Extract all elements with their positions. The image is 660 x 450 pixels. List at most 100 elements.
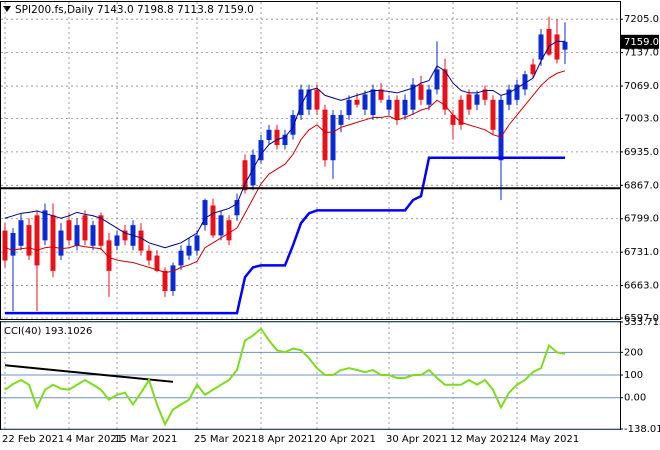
candle-body bbox=[114, 235, 120, 246]
candle-body bbox=[370, 89, 376, 116]
indicator-line bbox=[4, 70, 566, 273]
trend-line bbox=[4, 364, 174, 383]
y-tick-label: 100 bbox=[624, 370, 643, 381]
candle-body bbox=[186, 245, 192, 256]
candle-body bbox=[458, 99, 464, 125]
candle-body bbox=[146, 250, 152, 261]
y-tick-label: 7205.0 bbox=[624, 14, 659, 25]
candle-body bbox=[482, 89, 488, 100]
candle-body bbox=[474, 94, 480, 105]
candle-body bbox=[330, 115, 336, 161]
y-tick-label: 6799.0 bbox=[624, 214, 659, 225]
candle-body bbox=[98, 215, 104, 246]
x-tick-label: 22 Feb 2021 bbox=[2, 434, 64, 445]
candle-body bbox=[418, 84, 424, 100]
y-tick-label: 7069.0 bbox=[624, 81, 659, 92]
y-tick-label: 6663.0 bbox=[624, 281, 659, 292]
candle-body bbox=[266, 129, 272, 141]
candle-body bbox=[354, 99, 360, 105]
cci-line bbox=[4, 327, 566, 427]
last-price-box bbox=[621, 34, 659, 49]
y-tick-label: 7137.0 bbox=[624, 48, 659, 59]
candle-body bbox=[226, 220, 232, 241]
candle-body bbox=[322, 109, 328, 161]
candle-body bbox=[514, 84, 520, 100]
last-price-label: 7159.0 bbox=[624, 37, 659, 48]
candle-body bbox=[346, 99, 352, 116]
indicator-title: CCI(40) 193.1026 bbox=[4, 326, 92, 337]
y-tick-label: 200 bbox=[624, 347, 643, 358]
chart-title: SPI200.fs,Daily 7143.0 7198.8 7113.8 715… bbox=[15, 4, 254, 16]
candle-body bbox=[82, 215, 88, 241]
candle-body bbox=[258, 140, 264, 161]
candle-body bbox=[338, 115, 344, 125]
x-tick-label: 25 Mar 2021 bbox=[194, 434, 257, 445]
x-tick-label: 24 May 2021 bbox=[514, 434, 579, 445]
x-tick-label: 15 Mar 2021 bbox=[114, 434, 177, 445]
candle-body bbox=[378, 89, 384, 100]
candle-body bbox=[50, 215, 56, 271]
candle-body bbox=[554, 34, 560, 60]
candle-body bbox=[450, 115, 456, 125]
candle-body bbox=[386, 99, 392, 110]
x-tick-label: 8 Apr 2021 bbox=[258, 434, 313, 445]
candle-body bbox=[490, 99, 496, 130]
candle-body bbox=[218, 215, 224, 236]
y-tick-label: 333.7135 bbox=[624, 317, 660, 328]
x-tick-label: 4 Mar 2021 bbox=[66, 434, 123, 445]
y-tick-label: 6867.0 bbox=[624, 180, 659, 191]
candle-body bbox=[498, 99, 504, 161]
x-tick-label: 12 May 2021 bbox=[450, 434, 515, 445]
y-tick-label: -138.012 bbox=[624, 424, 660, 435]
candle-body bbox=[10, 232, 16, 256]
candle-body bbox=[314, 89, 320, 110]
x-tick-label: 20 Apr 2021 bbox=[314, 434, 376, 445]
candle-body bbox=[178, 250, 184, 266]
candle-body bbox=[66, 220, 72, 241]
candle-body bbox=[194, 235, 200, 251]
candle-body bbox=[522, 74, 528, 90]
candle-body bbox=[138, 230, 144, 251]
candle-body bbox=[34, 215, 40, 266]
candle-body bbox=[538, 34, 544, 60]
candle-body bbox=[402, 99, 408, 116]
candle-body bbox=[234, 200, 240, 216]
candle-body bbox=[58, 230, 64, 256]
candle-body bbox=[410, 84, 416, 110]
y-tick-label: 0.00 bbox=[624, 393, 646, 404]
candle-body bbox=[154, 255, 160, 271]
candle-body bbox=[90, 225, 96, 246]
candle-body bbox=[530, 64, 536, 75]
y-tick-label: 6597.0 bbox=[624, 313, 659, 324]
main-panel-frame bbox=[0, 1, 621, 320]
candle-body bbox=[442, 69, 448, 110]
candle-body bbox=[362, 94, 368, 110]
candle-body bbox=[210, 205, 216, 236]
candle-body bbox=[426, 89, 432, 105]
candle-body bbox=[506, 89, 512, 105]
candle-body bbox=[170, 265, 176, 291]
candle-body bbox=[18, 220, 24, 246]
y-tick-label: 6731.0 bbox=[624, 247, 659, 258]
x-tick-label: 30 Apr 2021 bbox=[386, 434, 448, 445]
candle-body bbox=[282, 134, 288, 146]
candle-body bbox=[74, 225, 80, 246]
candle-body bbox=[274, 129, 280, 146]
candle-body bbox=[290, 115, 296, 135]
candle-body bbox=[42, 210, 48, 241]
candle-body bbox=[2, 230, 8, 261]
candle-body bbox=[434, 69, 440, 90]
candle-body bbox=[546, 29, 552, 55]
candle-body bbox=[242, 160, 248, 191]
indicator-line bbox=[5, 156, 565, 315]
y-tick-label: 7003.0 bbox=[624, 113, 659, 124]
candle-body bbox=[394, 99, 400, 120]
y-tick-label: 6935.0 bbox=[624, 147, 659, 158]
candle-body bbox=[202, 200, 208, 226]
candle-body bbox=[26, 225, 32, 256]
candle-body bbox=[122, 230, 128, 241]
candle-body bbox=[106, 240, 112, 271]
candle-body bbox=[162, 270, 168, 291]
candle-body bbox=[466, 94, 472, 110]
candle-body bbox=[306, 89, 312, 110]
